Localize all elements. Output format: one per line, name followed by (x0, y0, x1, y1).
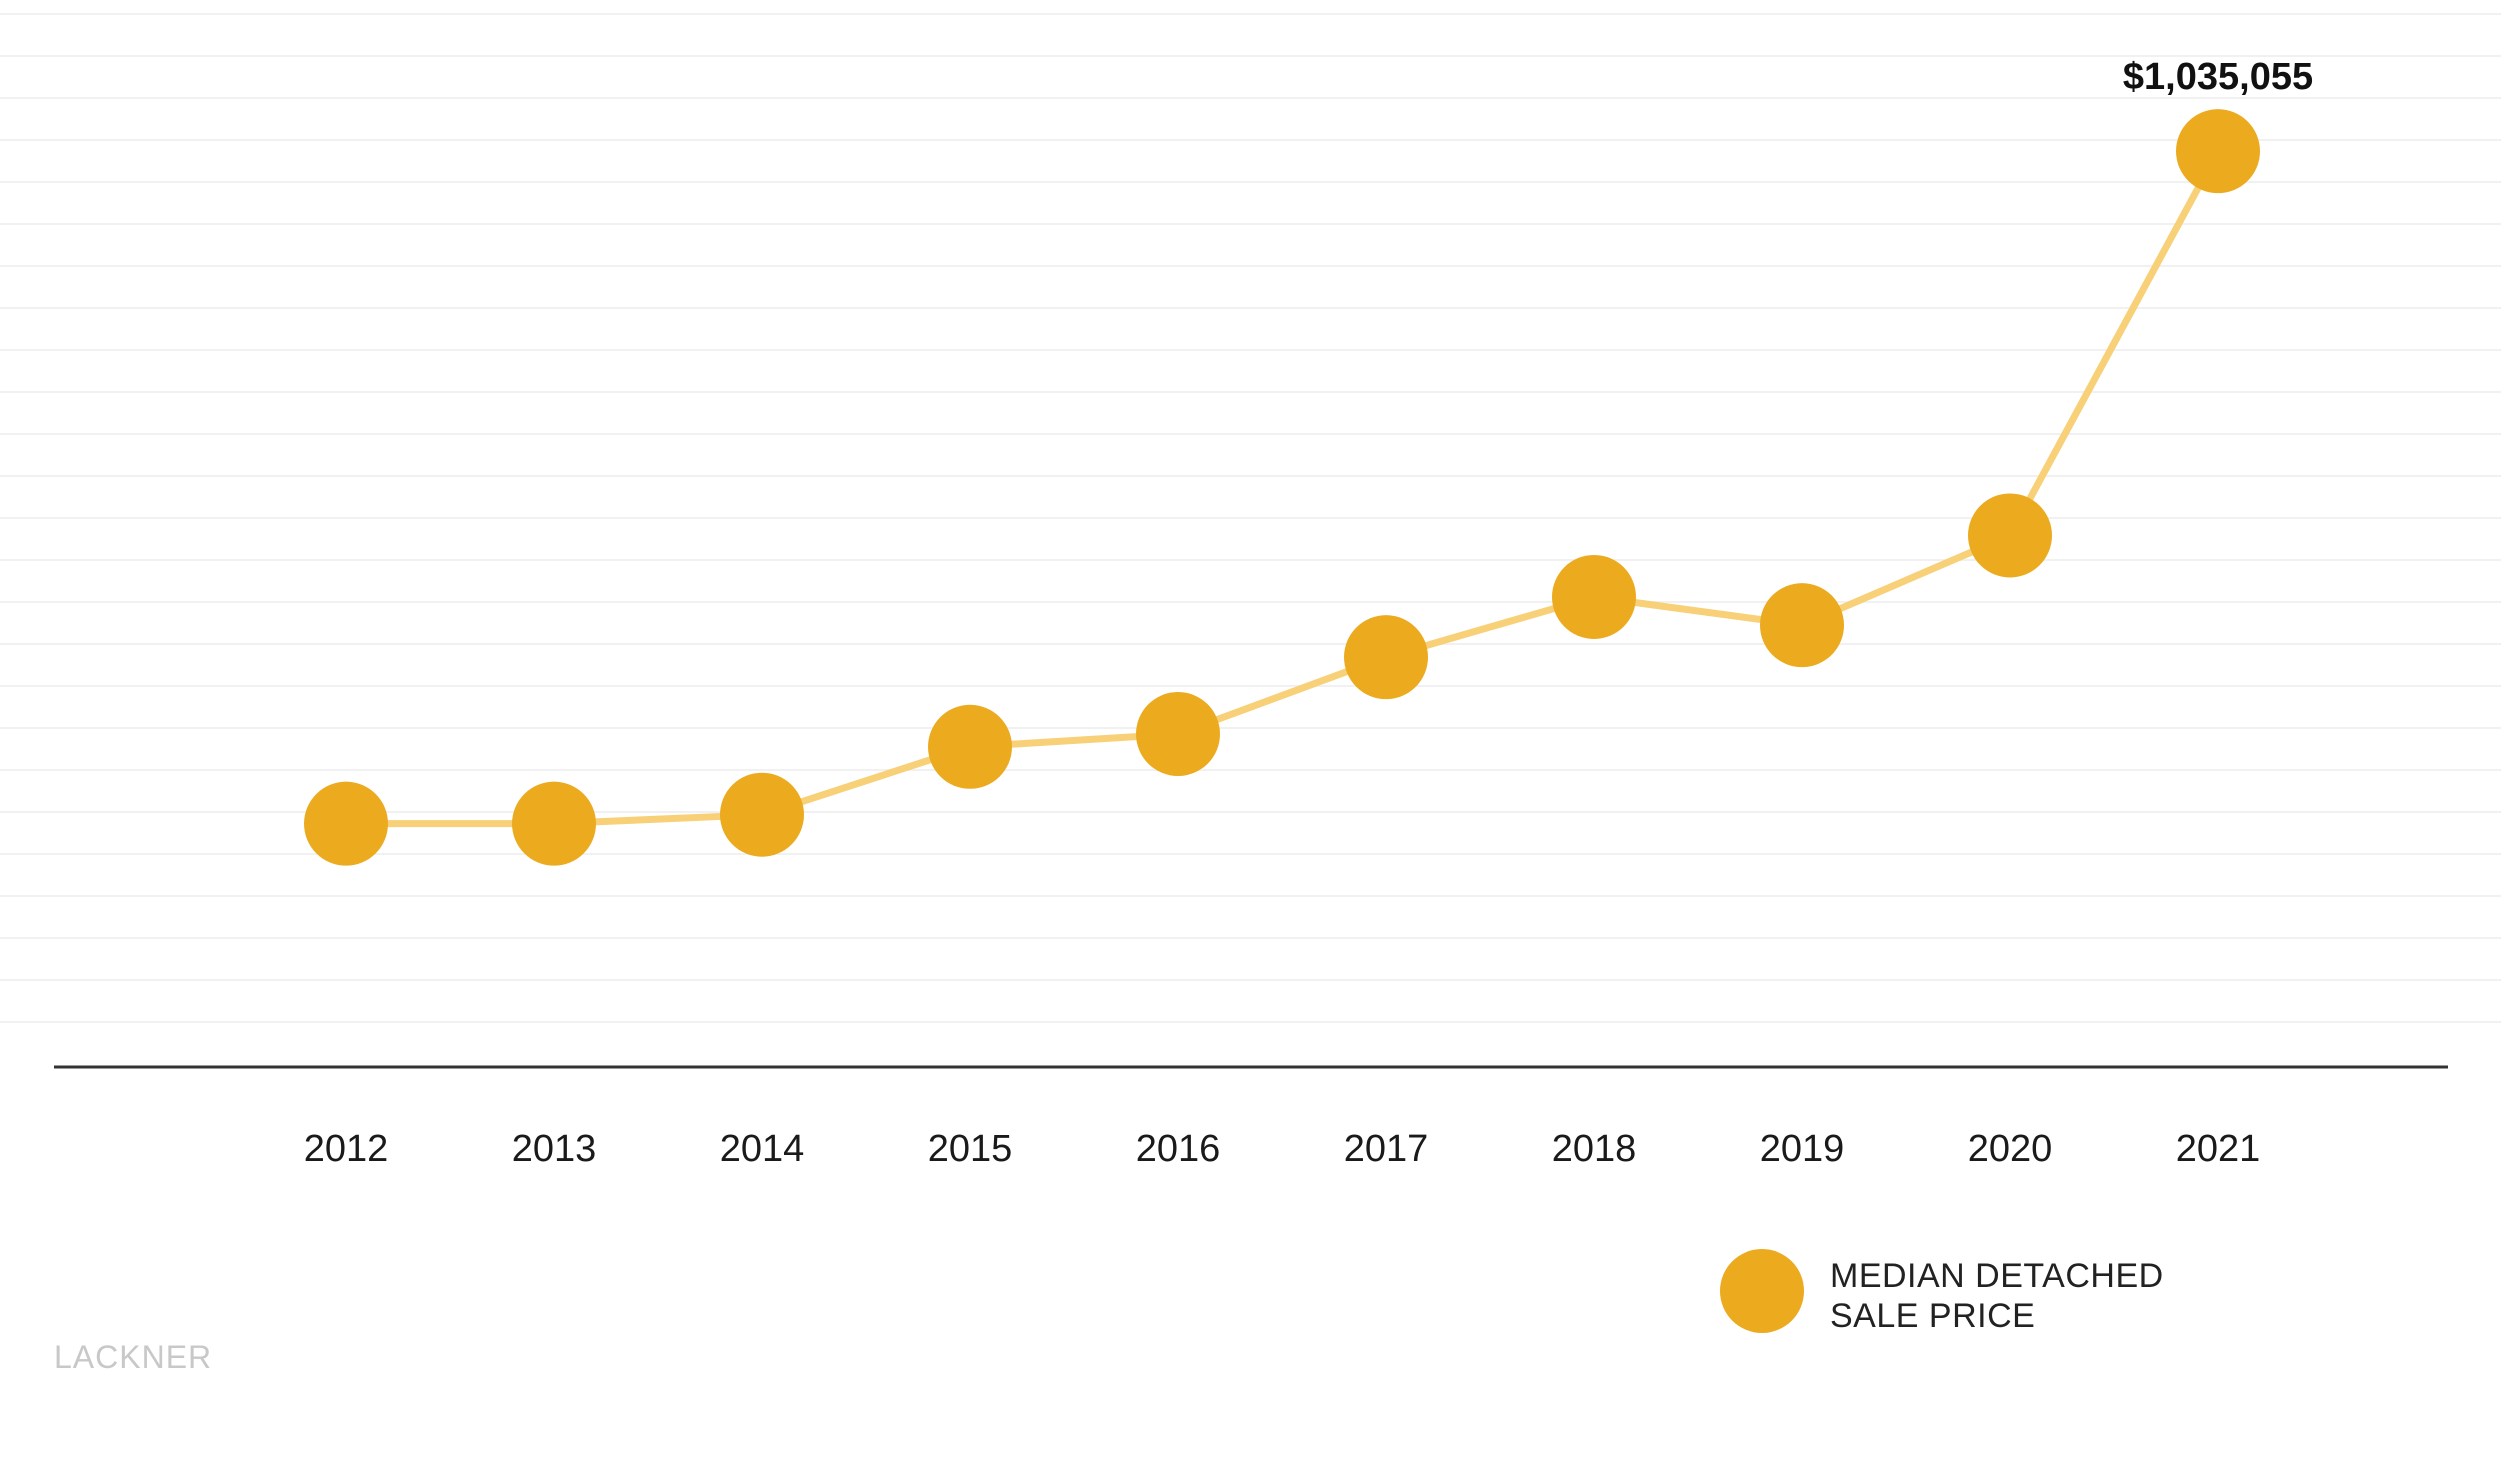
data-point-2012 (304, 781, 388, 866)
x-axis-tick-labels: 2012 2013 2014 2015 2016 2017 2018 2019 2020 2021 (304, 1128, 2261, 1170)
x-tick-label-2014: 2014 (720, 1128, 805, 1170)
x-tick-label-2020: 2020 (1968, 1128, 2053, 1170)
x-tick-label-2013: 2013 (512, 1128, 597, 1170)
data-point-2013 (512, 781, 596, 866)
data-point-2018 (1552, 554, 1636, 639)
data-labels: $1,035,055 (2123, 56, 2313, 98)
data-point-2016 (1136, 692, 1220, 776)
data-point-2019 (1760, 583, 1844, 668)
data-point-2015 (928, 704, 1012, 789)
x-tick-label-2016: 2016 (1136, 1128, 1221, 1170)
series-line (346, 149, 2222, 828)
x-tick-label-2018: 2018 (1552, 1128, 1637, 1170)
watermark-logo: LACKNER (54, 1339, 212, 1375)
x-tick-label-2015: 2015 (928, 1128, 1013, 1170)
data-point-2014 (720, 772, 804, 857)
legend-label-line-2: SALE PRICE (1830, 1297, 2035, 1335)
x-tick-label-2021: 2021 (2176, 1128, 2261, 1170)
x-tick-label-2019: 2019 (1760, 1128, 1845, 1170)
x-tick-label-2012: 2012 (304, 1128, 389, 1170)
data-point-2020 (1968, 493, 2052, 578)
data-point-2017 (1344, 615, 1428, 700)
legend: MEDIAN DETACHED SALE PRICE (1720, 1249, 2164, 1335)
series-markers (304, 109, 2260, 866)
data-point-2021 (2176, 109, 2260, 194)
legend-marker (1720, 1249, 1804, 1333)
gridlines (0, 13, 2501, 1023)
x-tick-label-2017: 2017 (1344, 1128, 1429, 1170)
legend-label-line-1: MEDIAN DETACHED (1830, 1257, 2164, 1295)
series-median-detached-sale-price (346, 149, 2222, 828)
data-label-2021: $1,035,055 (2123, 56, 2313, 98)
